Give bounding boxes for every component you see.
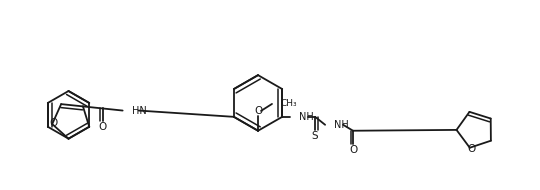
- Text: CH₃: CH₃: [281, 99, 298, 108]
- Text: NH: NH: [334, 120, 349, 130]
- Text: O: O: [99, 122, 107, 132]
- Text: O: O: [349, 145, 357, 155]
- Text: O: O: [468, 144, 476, 154]
- Text: O: O: [49, 118, 57, 128]
- Text: HN: HN: [132, 106, 146, 116]
- Text: O: O: [254, 106, 262, 116]
- Text: S: S: [312, 131, 319, 141]
- Text: NH: NH: [299, 112, 314, 122]
